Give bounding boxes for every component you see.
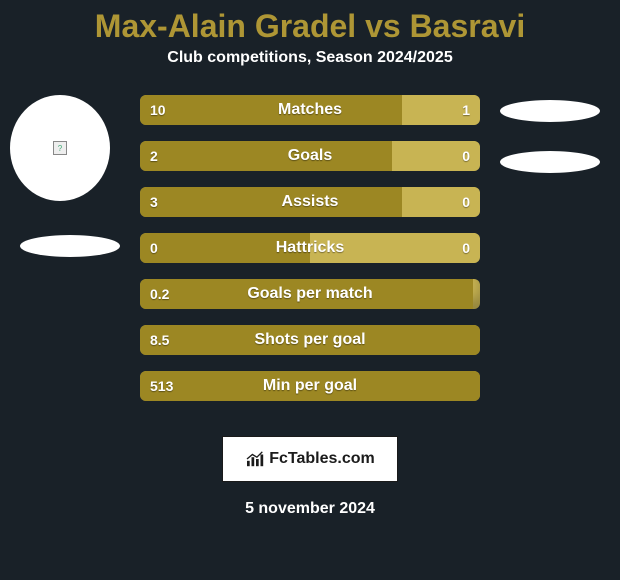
- brand-text: FcTables.com: [269, 450, 375, 468]
- comparison-subtitle: Club competitions, Season 2024/2025: [0, 49, 620, 85]
- comparison-title: Max-Alain Gradel vs Basravi: [0, 0, 620, 49]
- player-left-photo: ?: [10, 95, 110, 201]
- stat-label: Min per goal: [140, 371, 480, 401]
- stats-bars: 101Matches 20Goals 30Assists 00Hattricks 0.2…: [140, 95, 480, 417]
- stat-row: 8.5Shots per goal: [140, 325, 480, 355]
- stat-label: Assists: [140, 187, 480, 217]
- player-right-shadow: [500, 151, 600, 173]
- stat-label: Goals per match: [140, 279, 480, 309]
- stat-row: 00Hattricks: [140, 233, 480, 263]
- stat-label: Matches: [140, 95, 480, 125]
- stat-row: 513Min per goal: [140, 371, 480, 401]
- stat-row: 101Matches: [140, 95, 480, 125]
- stat-row: 0.2Goals per match: [140, 279, 480, 309]
- stat-label: Hattricks: [140, 233, 480, 263]
- image-placeholder-icon: ?: [53, 141, 67, 155]
- stat-row: 30Assists: [140, 187, 480, 217]
- stat-label: Shots per goal: [140, 325, 480, 355]
- brand-chart-icon: [245, 450, 267, 468]
- brand-badge: FcTables.com: [222, 436, 398, 482]
- stat-row: 20Goals: [140, 141, 480, 171]
- player-right-photo: [500, 100, 600, 122]
- stat-label: Goals: [140, 141, 480, 171]
- player-left-shadow: [20, 235, 120, 257]
- footer-date: 5 november 2024: [0, 500, 620, 518]
